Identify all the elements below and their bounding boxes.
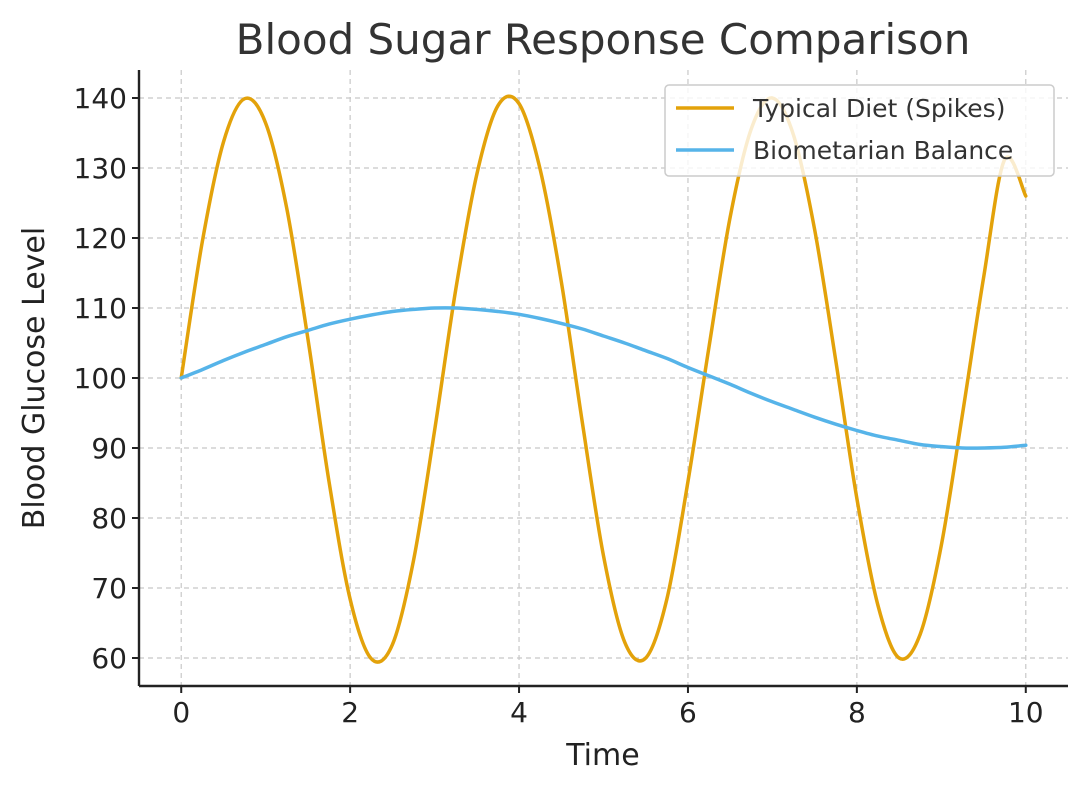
y-tick-label: 110 xyxy=(74,292,127,325)
legend-frame xyxy=(664,84,1055,177)
x-tick-label: 0 xyxy=(172,696,190,729)
chart-title: Blood Sugar Response Comparison xyxy=(236,15,971,64)
series-lines xyxy=(179,94,1028,664)
legend-label-typical-diet: Typical Diet (Spikes) xyxy=(752,94,1005,123)
x-tick-label: 10 xyxy=(1008,696,1044,729)
y-tick-label: 60 xyxy=(91,642,127,675)
series-line-typical-diet xyxy=(179,94,1028,664)
grid xyxy=(139,70,1068,686)
y-tick-label: 70 xyxy=(91,572,127,605)
legend-label-biometarian-balance: Biometarian Balance xyxy=(753,136,1013,165)
x-tick-label: 4 xyxy=(510,696,528,729)
y-tick-label: 120 xyxy=(74,222,127,255)
legend: Typical Diet (Spikes) Biometarian Balanc… xyxy=(664,84,1055,177)
x-tick-label: 8 xyxy=(848,696,866,729)
y-tick-label: 80 xyxy=(91,502,127,535)
y-tick-label: 100 xyxy=(74,362,127,395)
y-axis-label: Blood Glucose Level xyxy=(17,227,52,529)
y-tick-label: 140 xyxy=(74,82,127,115)
series-line-biometarian-balance xyxy=(179,306,1028,450)
ticks: 0 2 4 6 8 10 60 70 80 90 100 110 120 130 140 xyxy=(74,82,1044,729)
y-tick-label: 90 xyxy=(91,432,127,465)
x-tick-label: 2 xyxy=(341,696,359,729)
x-tick-label: 6 xyxy=(679,696,697,729)
x-axis-label: Time xyxy=(565,738,639,773)
y-tick-label: 130 xyxy=(74,152,127,185)
